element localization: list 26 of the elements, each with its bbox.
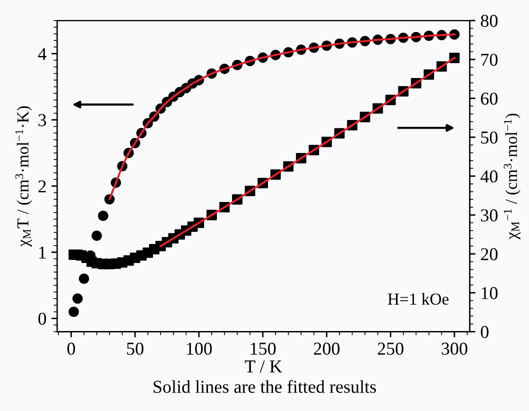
x-tick-label: 100 xyxy=(186,342,212,355)
y2-tick-label: 80 xyxy=(480,14,498,27)
x-tick-label: 200 xyxy=(314,342,340,355)
y-tick-label: 0 xyxy=(38,312,46,325)
x-tick-label: 0 xyxy=(67,342,76,355)
x-tick-label: 50 xyxy=(127,342,144,355)
y-tick-label: 4 xyxy=(38,48,46,60)
y2-tick-label: 40 xyxy=(480,170,498,183)
x-tick-label: 250 xyxy=(378,342,404,355)
y2-tick-label: 60 xyxy=(480,92,498,105)
x-tick-label: 300 xyxy=(442,342,468,355)
y-tick-label: 3 xyxy=(38,114,46,126)
annotation: H=1 kOe xyxy=(388,293,449,305)
y-tick-label: 2 xyxy=(38,180,46,192)
y2-tick-label: 10 xyxy=(482,287,498,300)
y2-tick-label: 30 xyxy=(481,209,498,222)
y2-tick-label: 50 xyxy=(481,131,498,144)
y-axis-title: χ$_{M}$T / (cm$^{3}$·mol$^{−1}$·K) xyxy=(15,106,32,247)
x-axis-title: T / K xyxy=(244,360,282,373)
y2-axis-title: χ$_{M}$$^{−1}$ / (cm$^{3}$·mol$^{−1}$) xyxy=(504,114,520,240)
text: Solid lines are the fitted results xyxy=(154,380,376,393)
y2-tick-label: 0 xyxy=(480,326,489,338)
y-tick-label: 1 xyxy=(39,246,46,259)
y2-tick-label: 20 xyxy=(480,248,498,260)
x-tick-label: 150 xyxy=(250,342,276,355)
y2-tick-label: 70 xyxy=(481,54,498,66)
